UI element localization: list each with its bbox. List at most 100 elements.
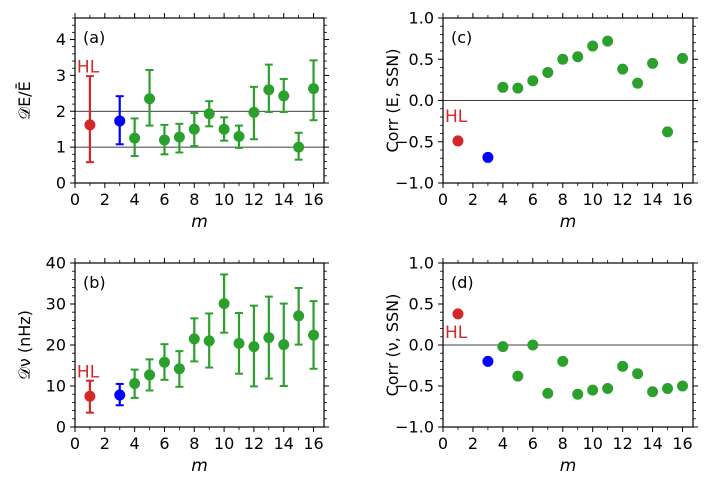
x-tick-label: 0 xyxy=(70,434,80,453)
data-point xyxy=(84,119,96,131)
x-axis-label: m xyxy=(560,212,577,232)
data-point xyxy=(482,151,494,163)
data-point xyxy=(114,115,126,127)
x-axis-label: m xyxy=(191,212,208,232)
x-tick-label: 16 xyxy=(672,190,692,209)
data-point xyxy=(632,368,644,380)
x-tick-label: 16 xyxy=(303,434,323,453)
data-point xyxy=(173,131,185,143)
y-tick-label: 30 xyxy=(46,295,66,314)
x-tick-label: 8 xyxy=(189,190,199,209)
panel-label: (a) xyxy=(83,28,105,47)
y-tick-label: 0.0 xyxy=(409,91,434,110)
y-tick-label: 1 xyxy=(56,138,66,157)
data-point xyxy=(158,356,170,368)
x-tick-label: 4 xyxy=(130,190,140,209)
plot-frame xyxy=(74,262,325,428)
data-point xyxy=(557,53,569,65)
panel-d: 0 2 4 6 8 10 12 14 16 −1.0 −0.5 0.0 0.5 1.0 m Corr (ν, … xyxy=(383,254,698,476)
plot-frame xyxy=(74,17,325,184)
data-point xyxy=(677,52,689,64)
hl-annotation: HL xyxy=(445,107,468,127)
data-point xyxy=(617,63,629,75)
data-point xyxy=(233,130,245,142)
data-point xyxy=(263,332,275,344)
data-point xyxy=(233,337,245,349)
data-point xyxy=(158,134,170,146)
y-tick-label: −0.5 xyxy=(395,132,434,151)
data-point xyxy=(129,132,141,144)
data-point xyxy=(572,388,584,400)
y-axis-label: Corr (E, SSN) xyxy=(383,49,402,153)
hl-annotation: HL xyxy=(77,362,100,382)
data-point xyxy=(144,93,156,105)
x-tick-label: 10 xyxy=(214,434,234,453)
y-tick-label: 40 xyxy=(46,254,66,273)
data-point xyxy=(84,390,96,402)
y-tick-label: −1.0 xyxy=(395,174,434,193)
y-tick-label: 10 xyxy=(46,377,66,396)
x-tick-label: 2 xyxy=(100,190,110,209)
data-point xyxy=(308,329,320,341)
y-tick-label: 4 xyxy=(56,30,66,49)
x-tick-label: 10 xyxy=(583,190,603,209)
data-point xyxy=(293,141,305,153)
x-tick-label: 8 xyxy=(558,190,568,209)
y-tick-label: 1.0 xyxy=(409,9,434,28)
data-point xyxy=(512,370,524,382)
data-point xyxy=(173,363,185,375)
x-tick-label: 2 xyxy=(468,434,478,453)
data-point xyxy=(218,298,230,310)
data-point xyxy=(587,384,599,396)
x-tick-label: 16 xyxy=(672,434,692,453)
data-point xyxy=(482,355,494,367)
data-point xyxy=(144,369,156,381)
y-tick-label: 2 xyxy=(56,102,66,121)
x-tick-label: 0 xyxy=(438,434,448,453)
y-tick-label: 0.0 xyxy=(409,336,434,355)
y-tick-label: −0.5 xyxy=(395,377,434,396)
x-tick-label: 12 xyxy=(612,190,632,209)
data-point xyxy=(308,83,320,95)
plot-frame xyxy=(442,262,694,428)
hl-annotation: HL xyxy=(77,57,100,77)
data-point xyxy=(572,51,584,63)
x-tick-label: 6 xyxy=(159,434,169,453)
data-point xyxy=(617,360,629,372)
panel-label: (c) xyxy=(451,28,472,47)
data-point xyxy=(218,123,230,135)
data-point xyxy=(527,339,539,351)
data-point xyxy=(203,108,215,120)
data-point xyxy=(497,341,509,353)
x-tick-label: 4 xyxy=(498,434,508,453)
y-tick-label: 0.5 xyxy=(409,50,434,69)
y-tick-label: 1.0 xyxy=(409,254,434,273)
data-point xyxy=(203,335,215,347)
panel-label: (d) xyxy=(451,273,474,292)
data-point xyxy=(129,378,141,390)
y-axis-label: 𝒟E/Ē xyxy=(15,81,34,119)
data-point xyxy=(188,333,200,345)
data-point xyxy=(662,382,674,394)
data-point xyxy=(542,66,554,78)
hl-annotation: HL xyxy=(445,323,468,343)
x-tick-label: 8 xyxy=(189,434,199,453)
x-tick-label: 6 xyxy=(528,434,538,453)
x-tick-label: 12 xyxy=(244,190,264,209)
y-tick-label: 0 xyxy=(56,174,66,193)
x-tick-label: 6 xyxy=(528,190,538,209)
y-tick-label: 0 xyxy=(56,418,66,437)
x-tick-label: 4 xyxy=(130,434,140,453)
x-tick-label: 12 xyxy=(244,434,264,453)
x-tick-label: 8 xyxy=(558,434,568,453)
x-tick-label: 14 xyxy=(274,434,294,453)
data-point xyxy=(677,380,689,392)
data-point xyxy=(278,90,290,102)
x-tick-label: 0 xyxy=(70,190,80,209)
y-tick-label: 20 xyxy=(46,336,66,355)
data-point xyxy=(114,389,126,401)
data-point xyxy=(602,382,614,394)
data-point xyxy=(602,35,614,47)
